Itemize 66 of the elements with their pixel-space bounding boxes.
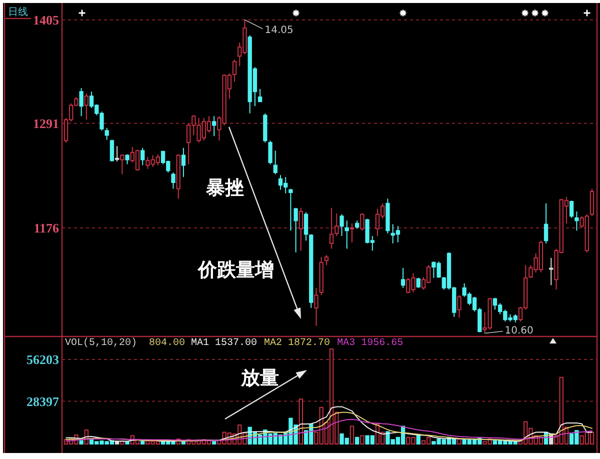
- candlestick: [569, 200, 574, 218]
- candlestick: [258, 88, 262, 102]
- candlestick: [114, 146, 120, 162]
- candlestick: [355, 220, 360, 230]
- candlestick: [304, 212, 308, 242]
- candlestick: [324, 254, 329, 266]
- candlestick: [294, 207, 298, 253]
- chart-title: 日线: [8, 6, 28, 18]
- annotation: 暴挫: [205, 177, 244, 199]
- bar: [360, 435, 364, 444]
- candlestick: [416, 277, 420, 288]
- y-tick-label: 56203: [26, 352, 60, 367]
- candlestick: [181, 147, 186, 178]
- candlestick: [544, 202, 548, 244]
- text: MA3 1956.65: [337, 338, 404, 349]
- chart-title: VOL(5,10,20): [65, 337, 138, 349]
- line-series: [66, 412, 592, 442]
- candlestick: [590, 188, 594, 217]
- y-tick-label: 1405: [33, 12, 60, 28]
- candlestick: [171, 172, 176, 190]
- candlestick: [288, 188, 293, 232]
- candlestick: [273, 150, 278, 175]
- annotation: 10.60: [504, 325, 534, 336]
- candlestick: [120, 154, 124, 175]
- bar: [181, 441, 186, 444]
- y-tick-label: 1291: [33, 116, 59, 131]
- candlestick: [344, 220, 349, 250]
- y-tick-label: 1176: [34, 220, 60, 236]
- candlestick: [79, 87, 84, 117]
- text: MA2 1872.70: [264, 338, 330, 349]
- y-tick-label: 28397: [26, 394, 60, 409]
- candlestick: [457, 294, 462, 318]
- candlestick: [549, 257, 554, 286]
- candlestick: [340, 214, 344, 237]
- text: MA1 1537.00: [191, 338, 258, 349]
- chart-subtitle: 804.00: [149, 338, 186, 349]
- bar: [350, 426, 354, 444]
- bar: [114, 441, 120, 444]
- bar: [212, 441, 216, 444]
- candlestick: [268, 140, 272, 165]
- candlestick: [212, 116, 216, 137]
- line-series: [66, 418, 592, 442]
- candlestick: [314, 287, 318, 327]
- candlestick: [263, 112, 268, 143]
- candlestick: [360, 212, 364, 232]
- candlestick: [298, 207, 303, 252]
- annotation: 14.05: [264, 24, 294, 36]
- candlestick: [319, 256, 324, 296]
- candlestick: [400, 267, 406, 288]
- candlestick: [125, 154, 130, 165]
- candlestick: [110, 139, 114, 162]
- bar: [416, 435, 420, 444]
- candlestick: [140, 147, 145, 166]
- bar: [355, 436, 360, 444]
- candlestick: [176, 154, 180, 200]
- candlestick: [386, 198, 390, 234]
- candlestick: [574, 211, 579, 232]
- candlestick: [309, 234, 314, 308]
- bar: [298, 398, 303, 444]
- annotation: 放量: [240, 367, 279, 389]
- bar: [79, 440, 84, 444]
- candlestick: [104, 127, 109, 140]
- candlestick: [84, 92, 89, 120]
- bar: [457, 438, 462, 444]
- candlestick: [350, 222, 354, 243]
- annotation: 价跌量增: [197, 259, 274, 281]
